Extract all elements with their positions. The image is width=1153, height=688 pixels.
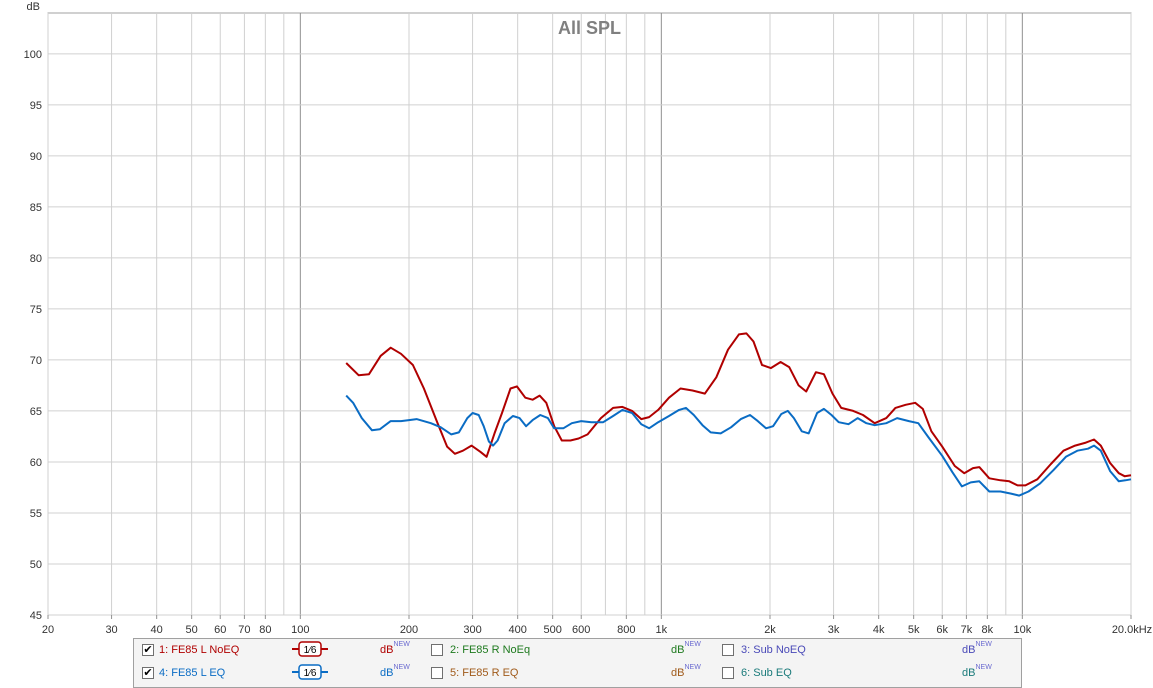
- y-tick-label: 85: [30, 202, 42, 214]
- y-tick-label: 80: [30, 253, 42, 265]
- x-tick-label: 4k: [873, 624, 885, 636]
- x-tick-label: 3k: [828, 624, 840, 636]
- x-tick-label: 20.0kHz: [1112, 624, 1152, 636]
- x-tick-label: 70: [238, 624, 250, 636]
- y-tick-label: 100: [24, 49, 42, 61]
- x-tick-label: 1k: [656, 624, 668, 636]
- x-tick-label: 6k: [936, 624, 948, 636]
- x-tick-label: 5k: [908, 624, 920, 636]
- checkbox-fe85-l-noeq[interactable]: ✔: [142, 644, 154, 656]
- legend-panel: ✔ 1: FE85 L NoEQ 1⁄6 dBNEW 2: FE85 R NoE…: [133, 638, 1022, 688]
- db-button-sub-eq[interactable]: dBNEW: [962, 664, 992, 679]
- spl-chart: 45 50 55 60 65 70 75 80 85 90 95 100 20 30 40 50 60 70 80 1…: [24, 1, 1153, 636]
- x-tick-label: 30: [105, 624, 117, 636]
- legend-label-fe85-r-noeq: 2: FE85 R NoEq: [450, 644, 531, 656]
- y-tick-label: 90: [30, 151, 42, 163]
- checkbox-sub-eq[interactable]: [722, 667, 734, 679]
- x-tick-label: 200: [400, 624, 418, 636]
- x-tick-label: 40: [151, 624, 163, 636]
- legend-label-sub-eq: 6: Sub EQ: [741, 667, 792, 679]
- legend-label-sub-noeq: 3: Sub NoEQ: [741, 644, 806, 656]
- y-tick-label: 75: [30, 304, 42, 316]
- y-tick-label: 50: [30, 559, 42, 571]
- y-tick-label: 70: [30, 355, 42, 367]
- legend-row-1: ✔ 1: FE85 L NoEQ 1⁄6 dBNEW 2: FE85 R NoE…: [134, 639, 1021, 661]
- x-tick-label: 50: [186, 624, 198, 636]
- checkbox-sub-noeq[interactable]: [722, 644, 734, 656]
- svg-text:1⁄6: 1⁄6: [304, 645, 317, 656]
- x-tick-label: 2k: [764, 624, 776, 636]
- plot-area: [47, 12, 1132, 616]
- db-button-sub-noeq[interactable]: dBNEW: [962, 641, 992, 656]
- x-tick-label: 7k: [961, 624, 973, 636]
- db-button-fe85-r-noeq[interactable]: dBNEW: [671, 641, 701, 656]
- smoothing-icon-fe85-l-noeq[interactable]: 1⁄6: [292, 641, 328, 657]
- y-axis-label: dB: [27, 1, 40, 13]
- x-tick-label: 80: [259, 624, 271, 636]
- x-tick-label: 10k: [1013, 624, 1031, 636]
- x-tick-label: 400: [508, 624, 526, 636]
- checkbox-fe85-r-eq[interactable]: [431, 667, 443, 679]
- y-tick-label: 65: [30, 406, 42, 418]
- y-tick-label: 60: [30, 457, 42, 469]
- db-button-fe85-l-noeq[interactable]: dBNEW: [380, 641, 410, 656]
- x-tick-label: 300: [463, 624, 481, 636]
- series-line-fe85-l-noeq: [345, 332, 1132, 487]
- x-tick-label: 20: [42, 624, 54, 636]
- x-tick-label: 500: [543, 624, 561, 636]
- db-button-fe85-r-eq[interactable]: dBNEW: [671, 664, 701, 679]
- db-button-fe85-l-eq[interactable]: dBNEW: [380, 664, 410, 679]
- x-tick-label: 60: [214, 624, 226, 636]
- legend-label-fe85-l-eq: 4: FE85 L EQ: [159, 667, 226, 679]
- checkbox-fe85-r-noeq[interactable]: [431, 644, 443, 656]
- chart-title: All SPL: [558, 18, 621, 38]
- y-tick-label: 95: [30, 100, 42, 112]
- x-tick-label: 600: [572, 624, 590, 636]
- svg-text:1⁄6: 1⁄6: [304, 668, 317, 679]
- y-tick-label: 45: [30, 610, 42, 622]
- legend-row-2: ✔ 4: FE85 L EQ 1⁄6 dBNEW 5: FE85 R EQ dB…: [134, 662, 1021, 684]
- x-tick-label: 8k: [982, 624, 994, 636]
- series-line-fe85-l-eq: [345, 394, 1132, 497]
- x-tick-label: 100: [291, 624, 309, 636]
- y-tick-label: 55: [30, 508, 42, 520]
- x-tick-label: 800: [617, 624, 635, 636]
- legend-label-fe85-l-noeq: 1: FE85 L NoEQ: [159, 644, 240, 656]
- legend-label-fe85-r-eq: 5: FE85 R EQ: [450, 667, 519, 679]
- smoothing-icon-fe85-l-eq[interactable]: 1⁄6: [292, 664, 328, 680]
- checkbox-fe85-l-eq[interactable]: ✔: [142, 667, 154, 679]
